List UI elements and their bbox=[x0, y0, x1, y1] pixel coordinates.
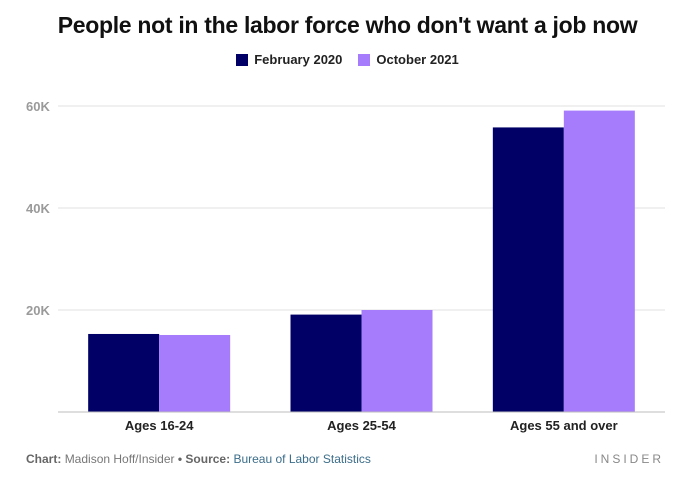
y-tick-label: 20K bbox=[26, 303, 50, 318]
bar bbox=[88, 333, 160, 412]
y-tick-label: 40K bbox=[26, 201, 50, 216]
legend-label-feb-2020: February 2020 bbox=[254, 52, 343, 67]
chart-title: People not in the labor force who don't … bbox=[57, 12, 638, 38]
chart-credit-label: Chart: bbox=[26, 452, 62, 466]
source-link[interactable]: Bureau of Labor Statistics bbox=[233, 452, 371, 466]
chart-author: Madison Hoff/Insider bbox=[64, 452, 175, 466]
chart-footer: Chart: Madison Hoff/Insider • Source: Bu… bbox=[26, 452, 371, 466]
bar bbox=[492, 127, 564, 413]
bar bbox=[361, 310, 433, 412]
x-tick-label: Ages 16-24 bbox=[125, 418, 194, 433]
footer-separator: • bbox=[177, 452, 183, 466]
legend-item-feb-2020: February 2020 bbox=[236, 52, 342, 67]
bar bbox=[563, 110, 635, 412]
x-tick-label: Ages 25-54 bbox=[327, 418, 396, 433]
legend-label-oct-2021: October 2021 bbox=[376, 52, 459, 67]
x-tick-label: Ages 55 and over bbox=[510, 418, 618, 433]
legend: February 2020 October 2021 bbox=[0, 52, 695, 67]
legend-swatch-oct-2021 bbox=[358, 53, 371, 66]
bar-chart: 20K 40K 60K Ages 16-24 Ages 25-54 Ages 55 and… bbox=[26, 99, 665, 433]
legend-item-oct-2021: October 2021 bbox=[358, 52, 459, 67]
y-tick-label: 60K bbox=[26, 99, 50, 114]
bar bbox=[159, 334, 231, 412]
legend-swatch-feb-2020 bbox=[236, 53, 249, 66]
source-label: Source: bbox=[185, 452, 231, 466]
insider-logo: INSIDER bbox=[594, 452, 664, 466]
bar bbox=[290, 314, 362, 412]
